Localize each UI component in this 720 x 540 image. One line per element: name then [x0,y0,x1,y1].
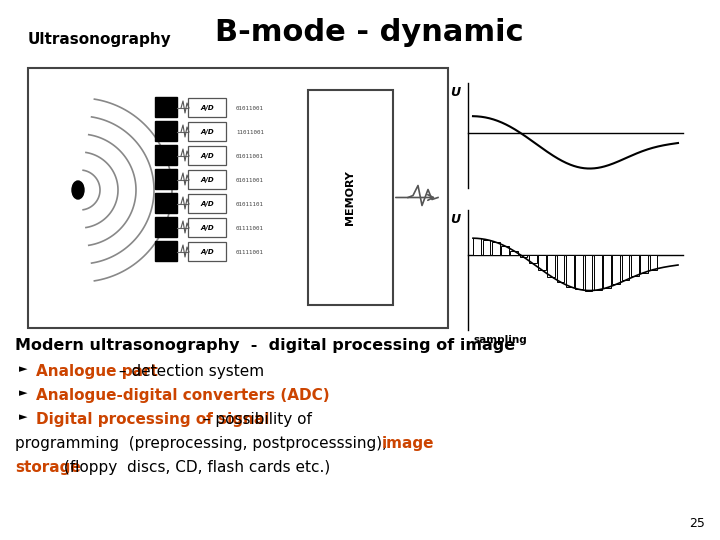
Bar [28,68,448,328]
Bar [155,217,177,237]
Bar [155,121,177,141]
Text: image: image [382,436,434,451]
Bar [621,255,629,280]
Text: – detection system: – detection system [114,364,264,379]
Bar [649,255,657,269]
Bar [188,98,226,117]
Bar [585,255,593,291]
Text: A/D: A/D [200,129,214,135]
Bar [613,255,620,284]
Text: sampling: sampling [473,335,527,345]
Text: Ultrasonography: Ultrasonography [28,32,172,47]
Text: (floppy  discs, CD, flash cards etc.): (floppy discs, CD, flash cards etc.) [59,460,330,475]
Text: ►: ► [19,412,27,422]
Text: MEMORY: MEMORY [346,170,356,225]
Text: – possibility of: – possibility of [198,412,312,427]
Text: A/D: A/D [200,249,214,255]
Text: A/D: A/D [200,225,214,231]
Text: programming  (preprocessing, postprocesssing),: programming (preprocessing, postprocesss… [15,436,392,451]
Bar [188,218,226,237]
Text: 25: 25 [689,517,705,530]
Text: Digital processing of signal: Digital processing of signal [36,412,269,427]
Text: storage: storage [15,460,81,475]
Bar [640,255,648,273]
Bar [547,255,555,276]
Text: U: U [450,213,460,226]
Text: A/D: A/D [200,105,214,111]
Text: ►: ► [19,388,27,398]
Bar [557,255,564,282]
Bar [155,193,177,213]
Ellipse shape [72,181,84,199]
Bar [188,146,226,165]
Bar [482,240,490,255]
Text: 01011001: 01011001 [236,105,264,111]
Bar [520,255,527,257]
Bar [155,241,177,261]
Text: 01111001: 01111001 [236,249,264,254]
Bar [510,251,518,255]
Text: A/D: A/D [200,201,214,207]
Bar [501,246,509,255]
Text: 01011001: 01011001 [236,178,264,183]
Text: A/D: A/D [200,177,214,183]
Bar [492,242,500,255]
Text: 01111001: 01111001 [236,226,264,231]
Bar [473,238,481,255]
Bar [155,145,177,165]
Text: 11011001: 11011001 [236,130,264,134]
Text: B-mode - dynamic: B-mode - dynamic [215,18,523,47]
Bar [566,255,574,287]
Text: 01011101: 01011101 [236,201,264,206]
Bar [308,90,393,305]
Bar [188,194,226,213]
Text: Analogue part: Analogue part [36,364,158,379]
Bar [539,255,546,270]
Bar [155,97,177,117]
Bar [188,122,226,141]
Text: ►: ► [19,364,27,374]
Bar [188,242,226,261]
Bar [603,255,611,288]
Text: Modern ultrasonography  -  digital processing of image: Modern ultrasonography - digital process… [15,338,515,353]
Bar [631,255,639,276]
Text: 01011001: 01011001 [236,153,264,159]
Text: Analogue-digital converters (ADC): Analogue-digital converters (ADC) [36,388,330,403]
Text: A/D: A/D [200,153,214,159]
Text: U: U [450,86,460,99]
Bar [529,255,536,264]
Bar [155,169,177,189]
Bar [575,255,583,289]
Bar [188,170,226,189]
Bar [594,255,602,290]
